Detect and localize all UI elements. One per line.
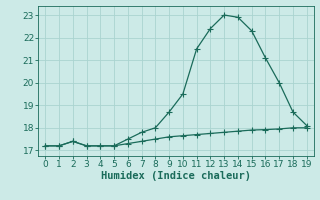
X-axis label: Humidex (Indice chaleur): Humidex (Indice chaleur) — [101, 171, 251, 181]
